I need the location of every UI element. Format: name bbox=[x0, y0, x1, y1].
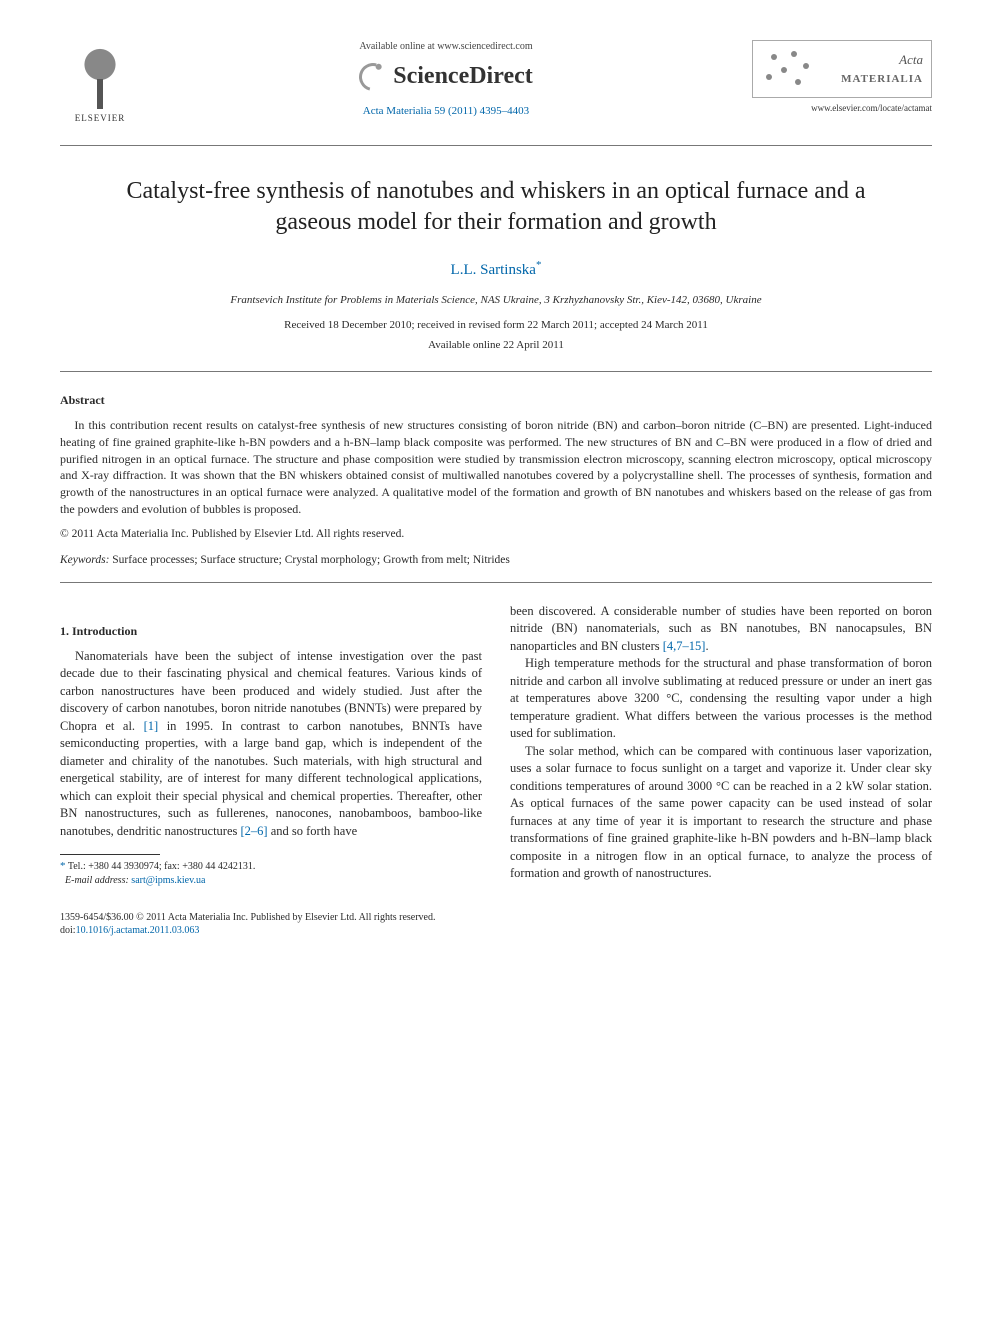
affiliation: Frantsevich Institute for Problems in Ma… bbox=[60, 293, 932, 308]
acta-italic: Acta bbox=[899, 52, 923, 67]
acta-logo: Acta MATERIALIA bbox=[752, 40, 932, 98]
footnote-email-label: E-mail address: bbox=[65, 875, 129, 886]
doi-link[interactable]: 10.1016/j.actamat.2011.03.063 bbox=[76, 925, 200, 936]
available-online-text: Available online at www.sciencedirect.co… bbox=[160, 40, 732, 54]
elsevier-label: ELSEVIER bbox=[75, 112, 126, 125]
body-columns: 1. Introduction Nanomaterials have been … bbox=[60, 603, 932, 887]
intro-paragraph-1-cont: been discovered. A considerable number o… bbox=[510, 603, 932, 656]
top-rule bbox=[60, 145, 932, 146]
p1cont-text-a: been discovered. A considerable number o… bbox=[510, 604, 932, 653]
p1-text-b: in 1995. In contrast to carbon nanotubes… bbox=[60, 719, 482, 838]
rule-after-keywords bbox=[60, 582, 932, 583]
acta-text: Acta MATERIALIA bbox=[817, 51, 923, 88]
keywords-line: Keywords: Surface processes; Surface str… bbox=[60, 552, 932, 568]
left-column: 1. Introduction Nanomaterials have been … bbox=[60, 603, 482, 887]
doi-label: doi: bbox=[60, 925, 76, 936]
keywords-label: Keywords: bbox=[60, 554, 109, 566]
molecule-icon bbox=[761, 49, 809, 89]
intro-paragraph-3: The solar method, which can be compared … bbox=[510, 743, 932, 883]
center-header: Available online at www.sciencedirect.co… bbox=[140, 40, 752, 119]
journal-citation[interactable]: Acta Materialia 59 (2011) 4395–4403 bbox=[160, 104, 732, 119]
footnote-email-link[interactable]: sart@ipms.kiev.ua bbox=[131, 875, 205, 886]
right-column: been discovered. A considerable number o… bbox=[510, 603, 932, 887]
footnote-marker-icon: * bbox=[60, 860, 66, 872]
article-dates-2: Available online 22 April 2011 bbox=[60, 338, 932, 353]
elsevier-logo: ELSEVIER bbox=[60, 40, 140, 125]
corresponding-marker: * bbox=[536, 259, 542, 271]
abstract-copyright: © 2011 Acta Materialia Inc. Published by… bbox=[60, 526, 932, 542]
sciencedirect-swoosh-icon bbox=[354, 58, 392, 96]
sciencedirect-logo: ScienceDirect bbox=[160, 60, 732, 94]
article-dates-1: Received 18 December 2010; received in r… bbox=[60, 318, 932, 333]
footer-copyright: 1359-6454/$36.00 © 2011 Acta Materialia … bbox=[60, 911, 932, 924]
footnote-tel: Tel.: +380 44 3930974; fax: +380 44 4242… bbox=[68, 861, 256, 872]
p1-text-c: and so forth have bbox=[268, 824, 358, 838]
ref-link-1[interactable]: [1] bbox=[144, 719, 159, 733]
page-header: ELSEVIER Available online at www.science… bbox=[60, 40, 932, 125]
intro-paragraph-2: High temperature methods for the structu… bbox=[510, 655, 932, 743]
elsevier-tree-icon bbox=[70, 40, 130, 110]
locate-url[interactable]: www.elsevier.com/locate/actamat bbox=[752, 102, 932, 115]
abstract-heading: Abstract bbox=[60, 392, 932, 409]
p1cont-text-b: . bbox=[705, 639, 708, 653]
journal-logo-box: Acta MATERIALIA www.elsevier.com/locate/… bbox=[752, 40, 932, 115]
author-line: L.L. Sartinska* bbox=[60, 258, 932, 281]
abstract-paragraph: In this contribution recent results on c… bbox=[60, 417, 932, 518]
intro-paragraph-1: Nanomaterials have been the subject of i… bbox=[60, 648, 482, 841]
acta-caps: MATERIALIA bbox=[841, 73, 923, 85]
corresponding-footnote: * Tel.: +380 44 3930974; fax: +380 44 42… bbox=[60, 859, 482, 886]
abstract-body: In this contribution recent results on c… bbox=[60, 417, 932, 518]
keywords-list: Surface processes; Surface structure; Cr… bbox=[112, 554, 510, 566]
ref-link-2-6[interactable]: [2–6] bbox=[241, 824, 268, 838]
page-footer: 1359-6454/$36.00 © 2011 Acta Materialia … bbox=[60, 911, 932, 937]
article-title: Catalyst-free synthesis of nanotubes and… bbox=[100, 176, 892, 238]
rule-after-dates bbox=[60, 371, 932, 372]
author-name[interactable]: L.L. Sartinska bbox=[451, 262, 536, 278]
section-1-heading: 1. Introduction bbox=[60, 623, 482, 640]
footnote-separator bbox=[60, 854, 160, 855]
ref-link-4-7-15[interactable]: [4,7–15] bbox=[663, 639, 706, 653]
sciencedirect-text: ScienceDirect bbox=[393, 60, 533, 94]
